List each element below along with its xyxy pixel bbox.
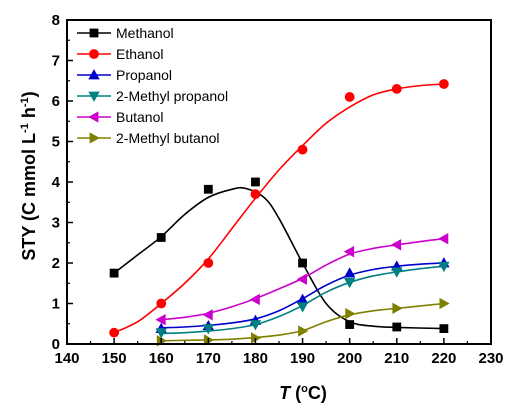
x-axis-title-main: T	[279, 383, 292, 403]
data-point	[297, 144, 308, 155]
legend-label: Propanol	[116, 67, 172, 83]
data-point	[391, 267, 403, 278]
x-tick-label: 170	[196, 350, 221, 367]
x-tick-label: 160	[149, 350, 174, 367]
data-point	[438, 261, 450, 273]
x-tick-label: 190	[290, 350, 315, 367]
data-point	[249, 293, 260, 306]
data-point	[203, 184, 213, 194]
data-point	[202, 324, 215, 335]
x-axis-title-close: C)	[308, 383, 327, 403]
data-point	[438, 79, 449, 89]
data-point	[250, 189, 261, 200]
data-point	[251, 177, 260, 187]
legend: Methanol Ethanol Propanol 2-Methyl propanol…	[77, 25, 228, 146]
data-point	[392, 302, 403, 315]
data-point	[156, 298, 167, 309]
x-tick-label: 220	[431, 350, 456, 367]
legend-label: Butanol	[116, 109, 163, 125]
legend-marker	[89, 132, 100, 144]
series-4	[155, 233, 449, 326]
series-1	[109, 79, 449, 338]
x-tick-label: 210	[384, 350, 409, 367]
legend-item-2: Propanol	[77, 67, 172, 83]
legend-marker	[88, 91, 100, 102]
legend-marker	[89, 49, 99, 59]
plot-layer	[109, 79, 450, 347]
y-tick-label: 5	[52, 134, 60, 151]
x-tick-label: 150	[102, 350, 127, 367]
y-tick-label: 7	[52, 53, 60, 70]
data-point	[203, 258, 214, 268]
data-point	[298, 258, 307, 268]
series-3	[155, 261, 450, 339]
legend-label: 2-Methyl butanol	[116, 130, 220, 146]
x-axis-title-open: (	[290, 383, 301, 403]
y-axis-title: STY (C mmol L-1 h-1)	[19, 91, 39, 260]
data-point	[109, 268, 119, 278]
y-axis-title-mid: h	[19, 107, 39, 123]
legend-marker	[88, 111, 99, 123]
y-axis-title-close: )	[19, 91, 39, 97]
y-axis-title-sup2: -1	[19, 97, 31, 107]
y-tick-label: 4	[52, 174, 61, 191]
legend-label: Methanol	[116, 25, 174, 41]
data-point	[439, 297, 450, 310]
series-0	[109, 177, 449, 334]
y-axis-title-main: STY (C mmol L	[19, 133, 39, 261]
data-point	[392, 322, 402, 332]
x-tick-label: 230	[478, 350, 503, 367]
x-axis-title-sup: o	[301, 383, 308, 395]
y-tick-label: 1	[52, 296, 60, 313]
legend-marker	[89, 28, 99, 38]
data-point	[345, 320, 355, 329]
data-point	[391, 83, 402, 94]
axis-layer: 140 150 160 170 180 190 200 210 220 230 0 1 2 3 4 5 6 7 8	[52, 12, 504, 367]
data-point	[343, 267, 356, 278]
series-2	[155, 257, 450, 334]
legend-item-4: Butanol	[77, 109, 163, 125]
x-axis-title: T (oC)	[279, 383, 327, 403]
data-point	[439, 324, 449, 334]
x-tick-label: 140	[54, 350, 79, 367]
data-point	[343, 278, 356, 289]
data-point	[296, 273, 307, 285]
data-point	[155, 314, 166, 326]
series-line-1	[113, 83, 444, 334]
data-point	[390, 239, 402, 251]
legend-item-1: Ethanol	[77, 46, 163, 62]
data-point	[156, 233, 166, 242]
y-axis-title-sup1: -1	[19, 123, 31, 133]
legend-item-0: Methanol	[77, 25, 174, 41]
data-point	[296, 302, 309, 313]
y-tick-label: 0	[52, 336, 60, 353]
y-tick-label: 2	[52, 255, 60, 272]
data-point	[298, 325, 309, 337]
y-tick-label: 8	[52, 12, 60, 29]
legend-marker	[88, 69, 100, 80]
legend-label: Ethanol	[116, 46, 163, 62]
data-point	[155, 328, 167, 339]
series-line-0	[113, 186, 444, 330]
data-point	[438, 233, 449, 245]
x-tick-label: 200	[337, 350, 362, 367]
y-tick-label: 6	[52, 93, 60, 110]
y-tick-label: 3	[52, 215, 60, 232]
data-point	[109, 327, 120, 338]
data-point	[202, 309, 213, 321]
data-point	[343, 245, 355, 258]
legend-label: 2-Methyl propanol	[116, 88, 228, 104]
legend-item-5: 2-Methyl butanol	[77, 130, 220, 146]
x-tick-label: 180	[243, 350, 268, 367]
legend-item-3: 2-Methyl propanol	[77, 88, 228, 104]
data-point	[249, 320, 262, 331]
data-point	[345, 307, 356, 320]
data-point	[344, 92, 355, 102]
